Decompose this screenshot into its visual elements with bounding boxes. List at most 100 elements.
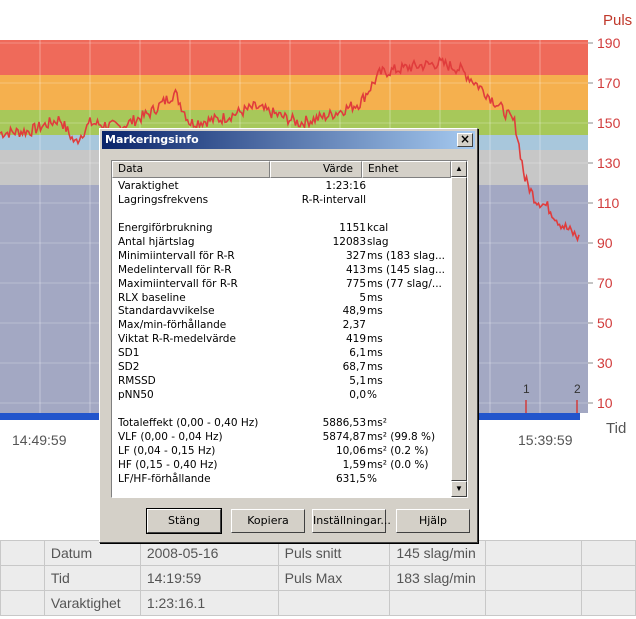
stat-name: pNN50 xyxy=(118,389,154,402)
list-item[interactable]: LF (0,04 - 0,15 Hz) 10,06 ms² (0.2 %) xyxy=(112,444,451,458)
y-axis-label: Puls xyxy=(603,12,632,29)
close-button[interactable]: Stäng xyxy=(146,508,222,534)
scroll-thumb[interactable] xyxy=(451,177,467,481)
stat-unit: slag xyxy=(367,235,389,248)
y-tick-label: 190 xyxy=(597,35,621,51)
markeringsinfo-dialog: Markeringsinfo × Data Värde Enhet Varakt… xyxy=(99,128,478,543)
stat-value: 1:23:16 xyxy=(325,180,366,192)
info-empty-cell xyxy=(0,565,45,591)
lap-marker-label[interactable]: 1 xyxy=(523,382,530,396)
scroll-up-icon[interactable]: ▲ xyxy=(451,161,467,177)
list-item[interactable]: Energiförbrukning 1151 kcal xyxy=(112,221,451,235)
list-item[interactable]: Standardavvikelse 48,9 ms xyxy=(112,304,451,318)
list-item[interactable]: RMSSD 5,1 ms xyxy=(112,374,451,388)
stat-unit: ms (183 slag... xyxy=(367,249,446,262)
info-value: 2008-05-16 xyxy=(139,540,279,566)
stat-unit: kcal xyxy=(367,221,389,234)
stat-value: 327 xyxy=(345,249,366,262)
y-tick-label: 130 xyxy=(597,155,621,171)
list-item[interactable]: Max/min-förhållande 2,37 xyxy=(112,318,451,332)
stat-name: LF (0,04 - 0,15 Hz) xyxy=(118,444,216,457)
stat-value: 48,9 xyxy=(342,305,366,318)
list-item[interactable]: pNN50 0,0% xyxy=(112,388,451,402)
info-label: Tid xyxy=(43,565,141,591)
stat-name: Standardavvikelse xyxy=(118,305,215,318)
info-label2 xyxy=(277,590,391,616)
info-empty-cell xyxy=(485,565,583,591)
lap-marker-label[interactable]: 2 xyxy=(574,382,581,396)
list-item[interactable]: LF/HF-förhållande 631,5% xyxy=(112,472,451,486)
list-header: Data Värde Enhet xyxy=(112,161,451,178)
stat-unit: ms (77 slag/... xyxy=(367,277,442,290)
table-row: Tid 14:19:59 Puls Max 183 slag/min xyxy=(0,565,636,591)
stat-value: 413 xyxy=(345,263,366,276)
list-item[interactable]: VLF (0,00 - 0,04 Hz) 5874,87 ms² (99.8 %) xyxy=(112,430,451,444)
stat-name: SD1 xyxy=(118,347,140,360)
y-tick-label: 30 xyxy=(597,355,613,371)
info-empty-cell xyxy=(581,590,636,616)
stat-name: Lagringsfrekvens xyxy=(118,193,209,206)
x-axis-label: Tid xyxy=(606,420,626,437)
table-row: Varaktighet 1:23:16.1 xyxy=(0,590,636,616)
column-header-value[interactable]: Värde xyxy=(270,161,362,178)
y-tick-label: 70 xyxy=(597,275,613,291)
stat-name: Medelintervall för R-R xyxy=(118,263,232,276)
list-item[interactable]: SD1 6,1 ms xyxy=(112,346,451,360)
stat-value: 6,1 xyxy=(349,347,366,360)
stat-unit: ms xyxy=(367,305,383,318)
column-header-unit[interactable]: Enhet xyxy=(362,161,451,178)
table-row: Datum 2008-05-16 Puls snitt 145 slag/min xyxy=(0,540,636,566)
x-tick-label: 14:49:59 xyxy=(12,432,67,448)
scroll-down-icon[interactable]: ▼ xyxy=(451,481,467,497)
list-item[interactable]: Medelintervall för R-R 413 ms (145 slag... xyxy=(112,263,451,277)
info-empty-cell xyxy=(0,540,45,566)
list-item[interactable]: SD2 68,7 ms xyxy=(112,360,451,374)
y-tick-label: 110 xyxy=(597,195,620,211)
info-value: 14:19:59 xyxy=(139,565,279,591)
session-info-table: Datum 2008-05-16 Puls snitt 145 slag/min Tid… xyxy=(0,540,636,616)
zone-band xyxy=(0,75,588,110)
dialog-title: Markeringsinfo xyxy=(105,133,199,146)
list-item[interactable]: Totaleffekt (0,00 - 0,40 Hz) 5886,53 ms² xyxy=(112,416,451,430)
stat-value: 419 xyxy=(345,333,366,346)
info-value2: 145 slag/min xyxy=(389,540,487,566)
stat-unit: ms² xyxy=(367,416,387,429)
column-header-data[interactable]: Data xyxy=(112,161,270,178)
stat-unit: ms² (0.2 %) xyxy=(367,444,429,457)
list-item[interactable]: HF (0,15 - 0,40 Hz) 1,59 ms² (0.0 %) xyxy=(112,458,451,472)
settings-button[interactable]: Inställningar... xyxy=(312,509,391,533)
list-rows: Varaktighet 1:23:16 Lagringsfrekvens R-R-in… xyxy=(112,179,451,486)
stat-unit: % xyxy=(367,472,377,485)
x-tick-label: 15:39:59 xyxy=(518,432,573,448)
info-label2: Puls Max xyxy=(277,565,391,591)
stat-value: 5886,53 xyxy=(322,416,366,429)
info-label2: Puls snitt xyxy=(277,540,391,566)
vertical-scrollbar[interactable]: ▲ ▼ xyxy=(451,161,467,497)
list-item[interactable]: Maximiintervall för R-R 775 ms (77 slag/..… xyxy=(112,277,451,291)
close-icon[interactable]: × xyxy=(457,133,473,147)
info-value: 1:23:16.1 xyxy=(139,590,279,616)
y-axis-ticks: 190 170 150 130 110 90 70 50 30 10 xyxy=(588,35,621,411)
stat-value: 1151 xyxy=(339,221,366,234)
y-tick-label: 90 xyxy=(597,235,613,251)
stat-value: R-R-intervall xyxy=(301,193,366,206)
list-item[interactable]: Antal hjärtslag 12083 slag xyxy=(112,235,451,249)
list-item[interactable]: Minimiintervall för R-R 327 ms (183 slag..… xyxy=(112,249,451,263)
stat-name: Minimiintervall för R-R xyxy=(118,249,235,262)
list-item[interactable]: Viktat R-R-medelvärde 419 ms xyxy=(112,332,451,346)
copy-button[interactable]: Kopiera xyxy=(231,509,305,533)
info-empty-cell xyxy=(485,590,583,616)
list-item[interactable] xyxy=(112,402,451,416)
stat-unit: ms xyxy=(367,361,383,374)
help-button[interactable]: Hjälp xyxy=(396,509,470,533)
list-item[interactable] xyxy=(112,207,451,221)
y-tick-label: 50 xyxy=(597,315,613,331)
dialog-titlebar[interactable]: Markeringsinfo × xyxy=(102,131,475,149)
list-item[interactable]: RLX baseline 5 ms xyxy=(112,291,451,305)
list-item[interactable]: Lagringsfrekvens R-R-intervall xyxy=(112,193,451,207)
stat-value: 10,06 xyxy=(335,444,366,457)
list-item[interactable]: Varaktighet 1:23:16 xyxy=(112,179,451,193)
stat-name: Antal hjärtslag xyxy=(118,235,195,248)
stats-list[interactable]: Data Värde Enhet Varaktighet 1:23:16 Lagri… xyxy=(111,160,468,498)
stat-name: VLF (0,00 - 0,04 Hz) xyxy=(118,430,223,443)
